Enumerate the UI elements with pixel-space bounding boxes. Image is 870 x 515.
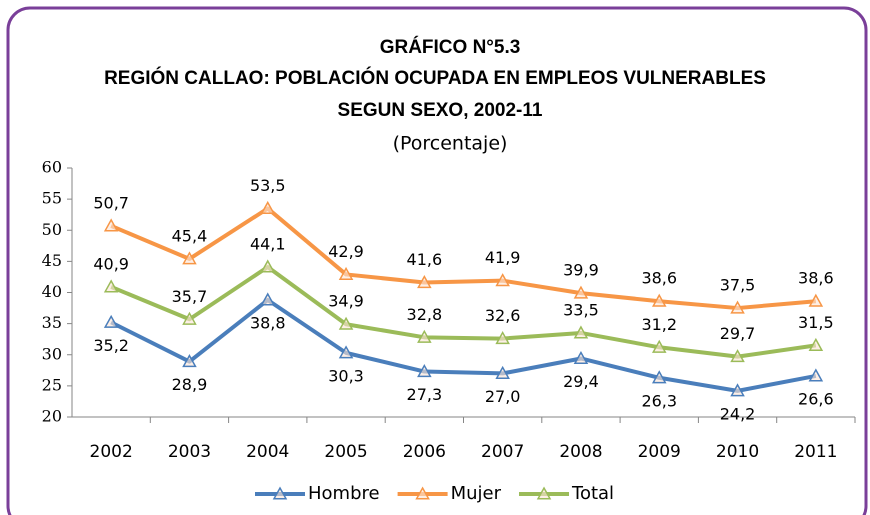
marker (260, 292, 276, 306)
marker (182, 311, 197, 325)
marker (103, 279, 119, 293)
value-label: 35,7 (172, 287, 208, 306)
marker (495, 273, 510, 287)
y-tick-label: 20 (42, 407, 62, 426)
legend-marker (536, 486, 552, 500)
marker (651, 370, 667, 384)
y-tick-label: 50 (42, 220, 62, 239)
marker (730, 349, 745, 363)
marker (651, 339, 667, 353)
legend-label: Total (571, 483, 614, 504)
x-tick-label: 2010 (716, 442, 759, 462)
value-label: 24,2 (720, 404, 756, 423)
value-label: 39,9 (563, 261, 599, 280)
value-label: 31,5 (798, 313, 834, 332)
marker (808, 368, 824, 382)
value-label: 38,8 (250, 313, 286, 332)
value-label: 44,1 (250, 234, 286, 253)
x-tick-label: 2006 (403, 442, 446, 462)
x-tick-label: 2003 (168, 442, 211, 462)
marker (730, 300, 745, 314)
x-tick-label: 2002 (90, 442, 133, 462)
y-tick-label: 60 (42, 158, 62, 177)
chart-title: SEGUN SEXO, 2002-11 (338, 100, 543, 121)
marker (338, 316, 354, 330)
value-label: 26,3 (641, 391, 677, 410)
chart-title: GRÁFICO N°5.3 (380, 36, 521, 58)
value-label: 34,9 (328, 292, 364, 311)
y-tick-label: 25 (42, 375, 62, 394)
value-label: 53,5 (250, 176, 286, 195)
chart-subtitle: (Porcentaje) (393, 133, 508, 155)
marker (651, 293, 667, 307)
y-tick-label: 35 (42, 313, 62, 332)
value-label: 42,9 (328, 242, 364, 261)
value-label: 32,6 (485, 306, 521, 325)
value-label: 26,6 (798, 389, 834, 408)
legend-label: Hombre (308, 483, 380, 504)
value-label: 27,3 (407, 385, 443, 404)
value-label: 29,7 (720, 324, 756, 343)
marker (573, 350, 589, 365)
x-tick-label: 2008 (559, 442, 602, 462)
value-label: 32,8 (407, 305, 443, 324)
marker (338, 266, 354, 280)
marker (808, 293, 824, 307)
series-line (110, 297, 817, 393)
marker (573, 285, 589, 299)
value-label: 28,9 (172, 375, 208, 394)
marker (260, 259, 276, 273)
marker (495, 365, 510, 379)
legend-label: Mujer (451, 483, 502, 504)
value-label: 27,0 (485, 387, 521, 406)
value-label: 40,9 (93, 254, 129, 273)
series-line (110, 206, 817, 311)
x-tick-label: 2005 (324, 442, 367, 462)
y-tick-label: 45 (42, 251, 62, 270)
marker (103, 314, 119, 328)
value-label: 41,9 (485, 248, 521, 267)
marker (573, 325, 589, 339)
x-tick-label: 2009 (638, 442, 681, 462)
chart-title: REGIÓN CALLAO: POBLACIÓN OCUPADA EN EMPL… (104, 67, 766, 89)
y-tick-label: 30 (42, 344, 62, 363)
value-label: 31,2 (641, 315, 677, 334)
value-label: 45,4 (172, 226, 208, 245)
marker (338, 345, 354, 359)
marker (260, 200, 276, 215)
frame (6, 6, 868, 515)
y-tick-label: 55 (42, 189, 62, 208)
marker (730, 383, 745, 397)
value-label: 41,6 (407, 250, 443, 269)
marker (103, 218, 119, 232)
marker (182, 354, 197, 368)
value-label: 37,5 (720, 276, 756, 295)
y-tick-label: 40 (42, 282, 62, 301)
legend-marker (415, 486, 430, 500)
marker (182, 251, 197, 265)
marker (417, 364, 432, 378)
x-tick-label: 2011 (794, 442, 837, 462)
value-label: 35,2 (93, 336, 129, 355)
value-label: 30,3 (328, 366, 364, 385)
value-label: 38,6 (798, 269, 834, 288)
value-label: 38,6 (641, 269, 677, 288)
marker (808, 337, 824, 351)
value-label: 50,7 (93, 193, 129, 212)
x-tick-label: 2004 (246, 442, 289, 462)
marker (417, 329, 432, 343)
legend-marker (272, 486, 288, 500)
value-label: 29,4 (563, 372, 599, 391)
series-line (110, 264, 817, 359)
marker (417, 274, 432, 289)
marker (495, 331, 510, 345)
value-label: 33,5 (563, 300, 599, 319)
x-tick-label: 2007 (481, 442, 524, 462)
